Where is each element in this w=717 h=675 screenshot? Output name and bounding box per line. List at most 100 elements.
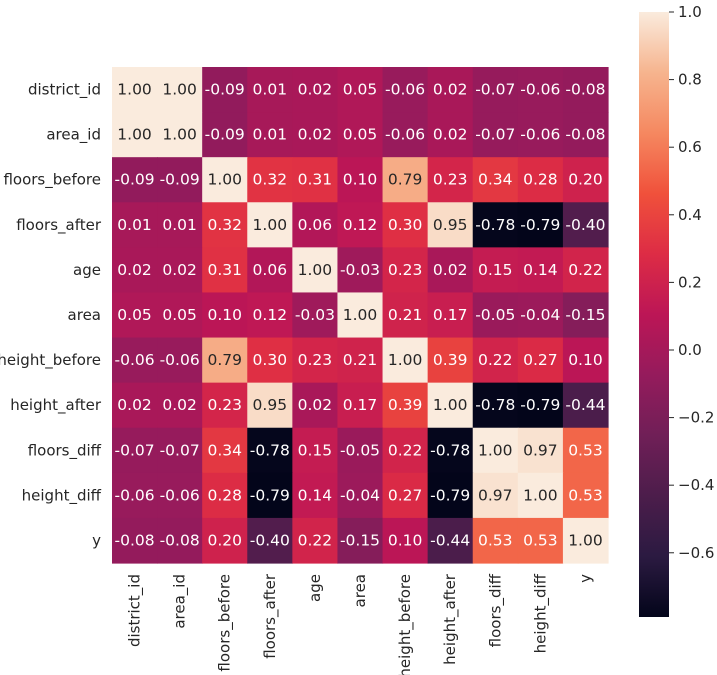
heatmap-cell — [517, 247, 564, 294]
heatmap-cell — [112, 337, 158, 384]
heatmap-cell — [292, 382, 339, 429]
heatmap-cell — [382, 382, 429, 429]
colorbar-tick-label: 0.2 — [678, 273, 702, 291]
cell-annotation: 0.05 — [117, 306, 152, 324]
y-tick-label: area_id — [46, 126, 101, 145]
heatmap-cell — [202, 337, 248, 384]
heatmap-cell — [427, 67, 474, 113]
x-tick-label: floors_diff — [486, 573, 505, 647]
heatmap-cell — [202, 202, 248, 248]
cell-annotation: -0.06 — [385, 126, 425, 144]
heatmap-cell — [292, 157, 339, 203]
heatmap-cell — [202, 157, 248, 203]
x-tick-label: height_after — [441, 573, 460, 665]
heatmap-cell — [562, 427, 609, 474]
heatmap-cell — [562, 157, 609, 203]
cell-annotation: 1.00 — [343, 306, 378, 324]
cell-annotation: 0.32 — [253, 171, 288, 189]
cell-annotation: 0.17 — [343, 396, 378, 414]
colorbar-tick-label: −0.2 — [678, 409, 714, 427]
heatmap-cell — [517, 382, 564, 429]
heatmap-cell — [562, 247, 609, 294]
cell-annotation: 0.05 — [343, 126, 378, 144]
y-tick-label: area — [68, 306, 101, 324]
heatmap-cell — [337, 202, 384, 248]
cell-annotation: -0.78 — [250, 441, 290, 459]
heatmap-cell — [247, 517, 293, 564]
heatmap-cell — [202, 247, 248, 294]
cell-annotation: -0.07 — [160, 441, 200, 459]
cell-annotation: 0.14 — [523, 261, 558, 279]
heatmap-cell — [562, 382, 609, 429]
heatmap-cell — [337, 67, 384, 113]
x-tick-label: height_diff — [531, 573, 550, 653]
x-tick-label: district_id — [126, 574, 145, 647]
heatmap-cell — [472, 292, 519, 339]
cell-annotation: 0.97 — [523, 441, 558, 459]
heatmap-cell — [427, 247, 474, 294]
cell-annotation: 0.06 — [253, 261, 288, 279]
heatmap-cell — [157, 382, 203, 429]
heatmap-cell — [517, 157, 564, 203]
heatmap-cell — [382, 337, 429, 384]
heatmap-cells — [112, 67, 609, 564]
heatmap-cell — [202, 67, 248, 113]
cell-annotation: 0.39 — [388, 396, 423, 414]
y-tick-label: y — [92, 531, 101, 549]
heatmap-cell — [517, 337, 564, 384]
heatmap-cell — [337, 472, 384, 519]
heatmap-cell — [337, 247, 384, 294]
heatmap-cell — [427, 517, 474, 564]
heatmap-cell — [337, 517, 384, 564]
heatmap-cell — [112, 292, 158, 339]
colorbar-bar — [639, 12, 669, 617]
cell-annotation: 0.02 — [117, 396, 152, 414]
cell-annotation: 0.39 — [433, 351, 468, 369]
heatmap-cell — [472, 112, 519, 158]
cell-annotation: -0.79 — [430, 486, 470, 504]
y-tick-label: floors_diff — [28, 441, 102, 460]
cell-annotation: 0.31 — [207, 261, 242, 279]
heatmap-cell — [247, 382, 293, 429]
heatmap-cell — [382, 427, 429, 474]
heatmap-cell — [517, 517, 564, 564]
heatmap-annotations: 1.00 1.00 -0.09 0.01 0.02 0.05 -0.06 0.02 -0.07-… — [114, 81, 605, 550]
x-tick-label: height_before — [396, 574, 415, 675]
heatmap-cell — [562, 337, 609, 384]
heatmap-cell — [382, 247, 429, 294]
heatmap-cell — [517, 67, 564, 113]
heatmap-cell — [247, 67, 293, 113]
cell-annotation: -0.78 — [430, 441, 470, 459]
heatmap-cell — [562, 202, 609, 248]
heatmap-cell — [382, 157, 429, 203]
heatmap-cell — [112, 472, 158, 519]
cell-annotation: 1.00 — [162, 81, 197, 99]
cell-annotation: 0.30 — [388, 216, 423, 234]
x-tick-label: floors_before — [216, 574, 235, 672]
cell-annotation: 0.12 — [253, 306, 288, 324]
y-tick-label: floors_before — [3, 171, 101, 190]
cell-annotation: 0.32 — [207, 216, 242, 234]
cell-annotation: 0.15 — [298, 441, 333, 459]
heatmap-cell — [382, 517, 429, 564]
heatmap-cell — [472, 427, 519, 474]
heatmap-cell — [382, 292, 429, 339]
heatmap-cell — [157, 472, 203, 519]
cell-annotation: 1.00 — [117, 81, 152, 99]
heatmap-cell — [292, 247, 339, 294]
heatmap-cell — [427, 427, 474, 474]
cell-annotation: 0.95 — [253, 396, 288, 414]
heatmap-cell — [157, 247, 203, 294]
cell-annotation: 0.23 — [207, 396, 242, 414]
heatmap-cell — [112, 67, 158, 113]
heatmap-cell — [202, 382, 248, 429]
colorbar: 1.0 0.8 0.6 0.4 0.2 0.0 −0.2 −0.4 −0.6 — [639, 3, 714, 617]
cell-annotation: 0.30 — [253, 351, 288, 369]
y-tick-label: district_id — [28, 81, 101, 100]
cell-annotation: 0.01 — [117, 216, 152, 234]
cell-annotation: 0.02 — [298, 126, 333, 144]
cell-annotation: 1.00 — [253, 216, 288, 234]
colorbar-tick-label: 0.4 — [678, 206, 702, 224]
cell-annotation: -0.08 — [565, 81, 605, 99]
heatmap-cell — [247, 112, 293, 158]
